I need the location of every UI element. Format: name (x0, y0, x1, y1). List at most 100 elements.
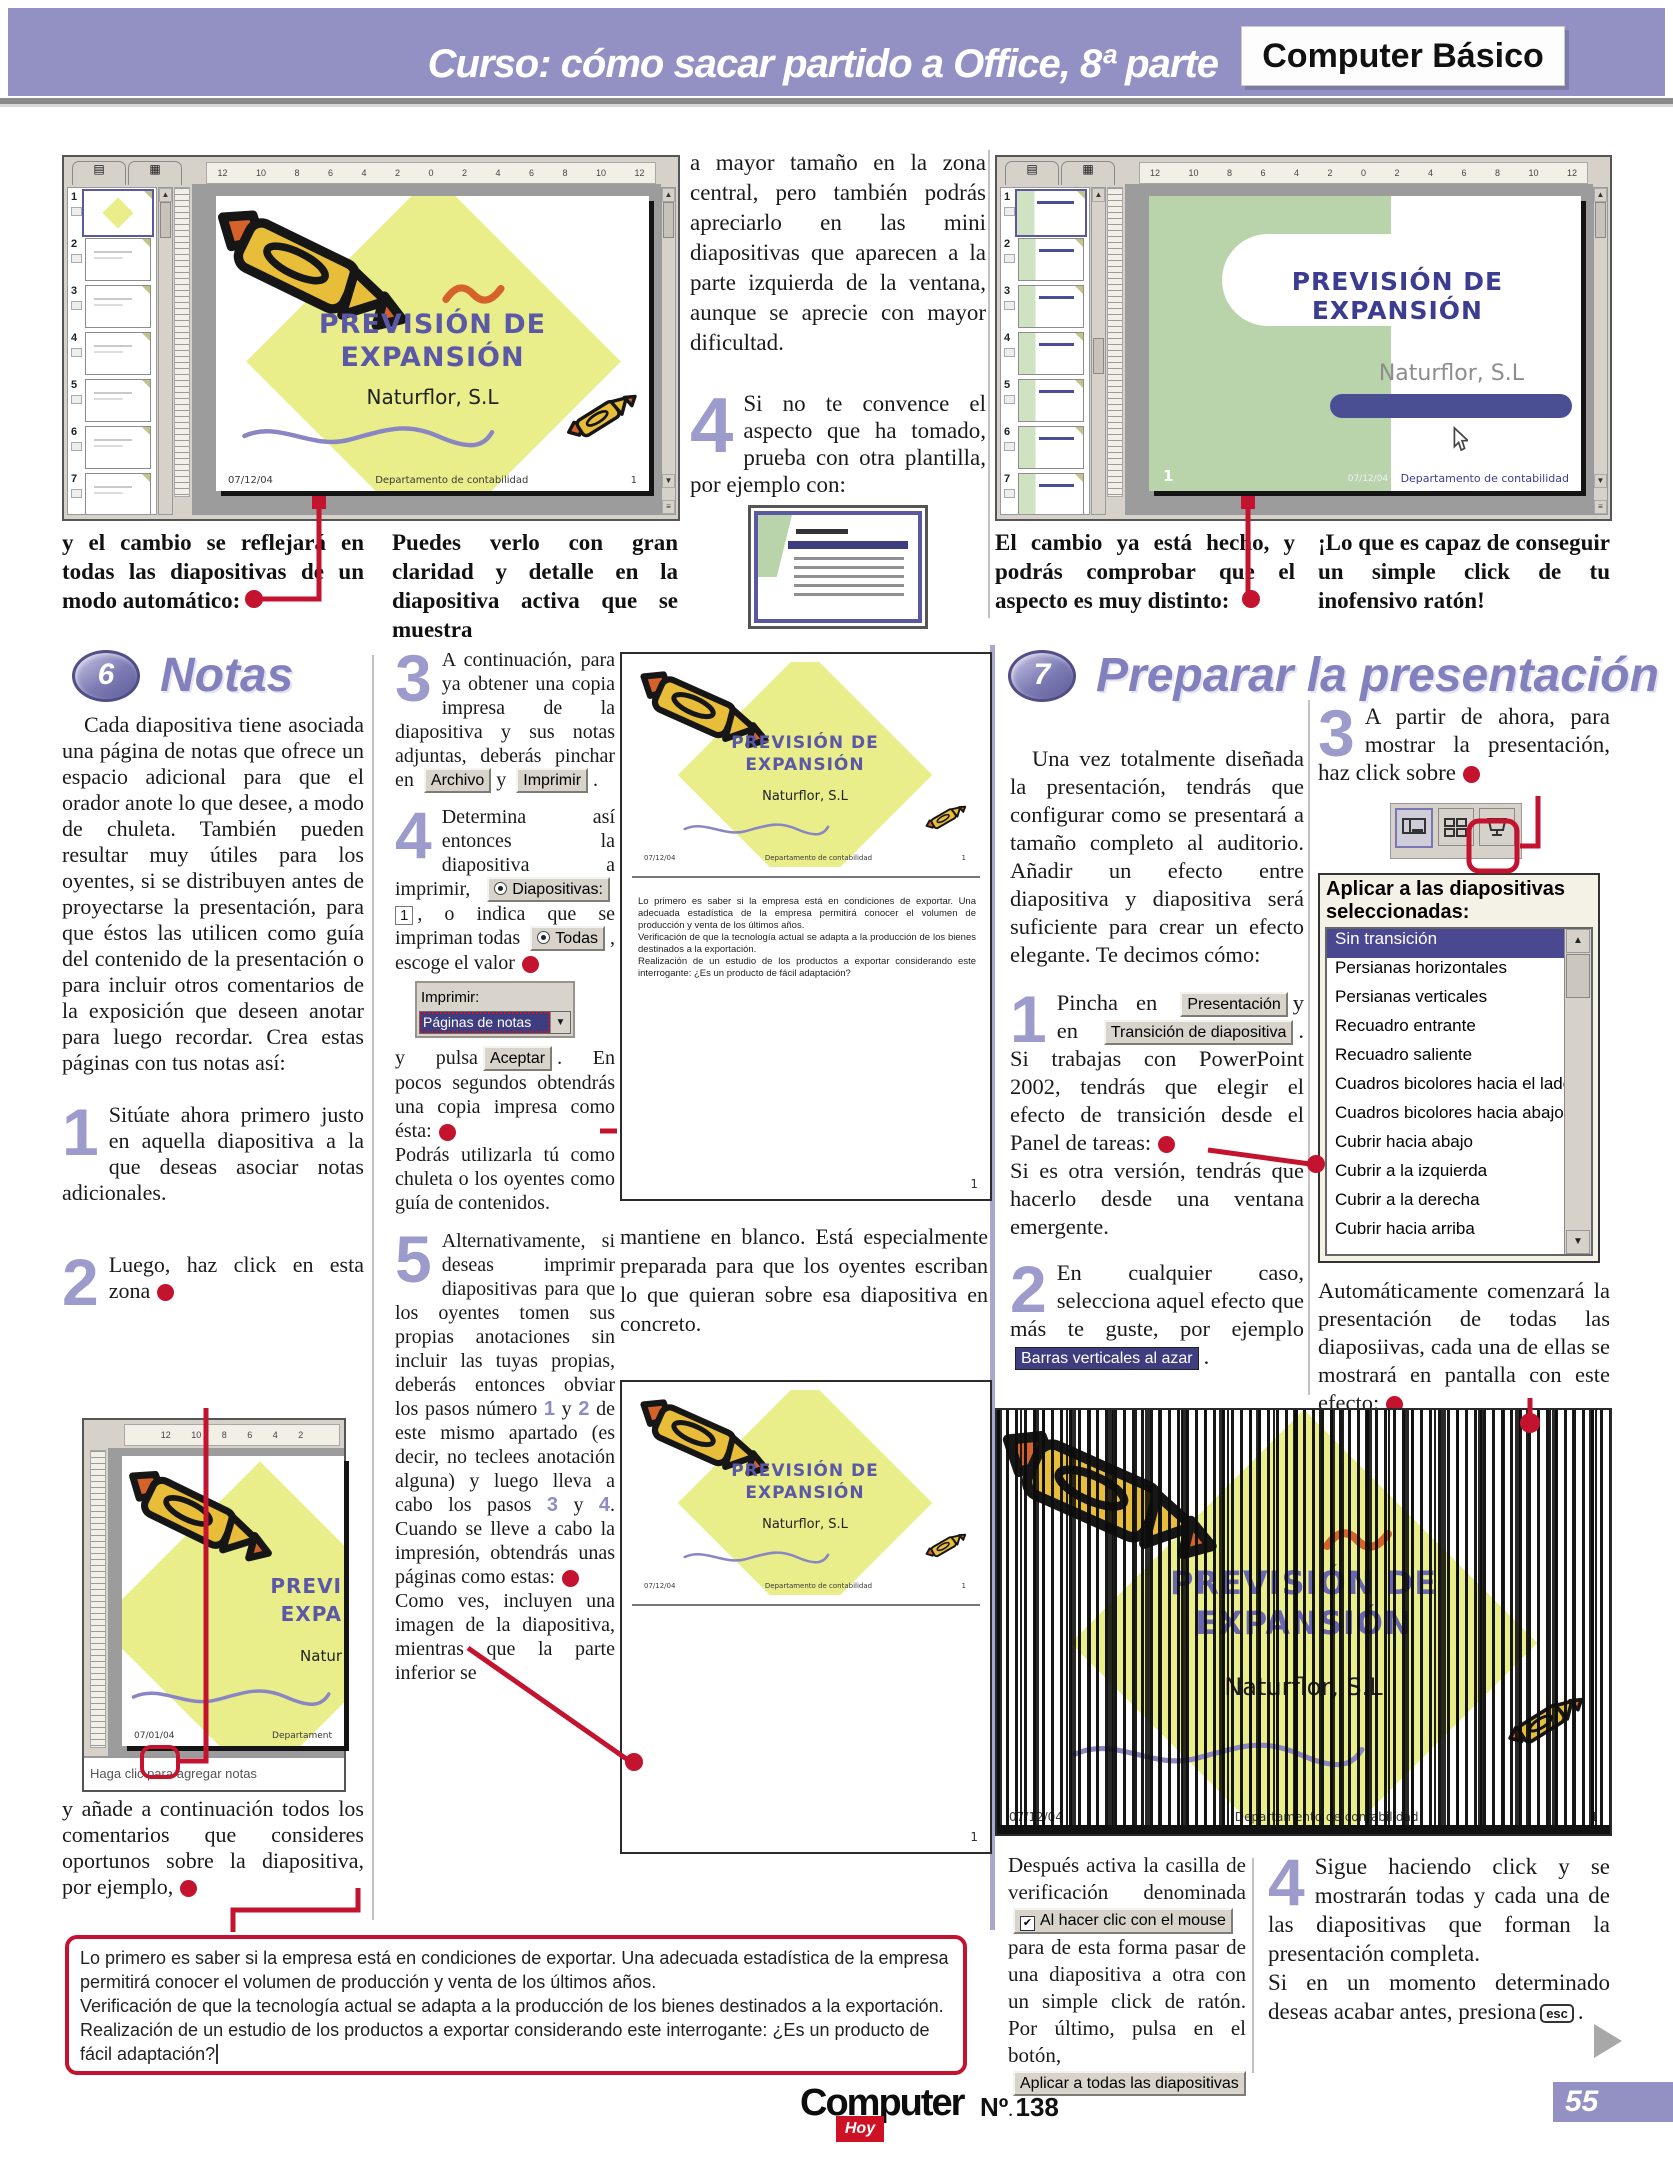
slide-thumbnails-pane: 1 2 3 4 5 6 7 (67, 187, 157, 515)
column-text: a mayor tamaño en la zona central, pero … (690, 148, 986, 358)
slide-subtitle: Naturflor, S.L (762, 789, 848, 805)
red-connector-dot (1158, 1136, 1176, 1154)
paragraph: Podrás utilizarla tú como chuleta o los … (395, 1144, 615, 1214)
list-item[interactable]: Cuadros bicolores hacia abajo (1335, 1103, 1564, 1122)
slide-subtitle-cut: Natur (300, 1647, 342, 1666)
caption: El cambio ya está hecho, y podrás compro… (995, 530, 1295, 613)
thumbnail-5[interactable]: 5 (68, 376, 156, 423)
section-7-heading: 7 Preparar la presentación (1008, 648, 1659, 703)
transition-panel: Aplicar a las diapositivas seleccionadas… (1318, 873, 1600, 1263)
red-connector-dot (1462, 766, 1480, 784)
slide-number-input[interactable]: 1 (395, 906, 414, 925)
vertical-ruler (90, 1450, 106, 1748)
issue-number: Nº 138 (980, 2092, 1059, 2122)
header-divider (0, 98, 1673, 107)
aceptar-button[interactable]: Aceptar (482, 1046, 553, 1071)
thumbnail-3[interactable]: 3 (68, 282, 156, 329)
radio-icon (494, 882, 508, 895)
notes-pane-screenshot: 12 10 8 6 4 2 PREVI EXPA Natur 07/01/04 D… (82, 1418, 346, 1792)
list-item[interactable]: Recuadro saliente (1335, 1045, 1473, 1064)
paragraph: Cada diapositiva tiene asociada una pági… (62, 712, 364, 1075)
transition-list: Sin transición Persianas horizontales Pe… (1325, 927, 1593, 1256)
slide-editor-area: PREVISIÓN DE EXPANSIÓN Naturflor, S.L 07/… (192, 184, 661, 515)
list-item[interactable]: Persianas verticales (1335, 987, 1488, 1006)
step-number: 4 (690, 381, 734, 469)
selected-effect-chip[interactable]: Barras verticales al azar (1015, 1347, 1199, 1370)
slide-number: 1 (1163, 467, 1174, 485)
thumbnail-6[interactable]: 6 (1001, 423, 1089, 470)
pane-scrollbar[interactable]: ▲ (1091, 187, 1106, 515)
template-thumbnail[interactable] (748, 505, 928, 629)
red-connector-dot (521, 955, 539, 973)
slideshow-button[interactable] (1479, 808, 1515, 846)
list-scrollbar[interactable]: ▲ ▼ (1564, 929, 1591, 1254)
vertical-bars-transition-effect (997, 1410, 1610, 1834)
text-cursor (215, 2044, 219, 2064)
page-number: 1 (970, 1830, 978, 1844)
printed-notes-text: Lo primero es saber si la empresa está e… (638, 896, 976, 979)
tab-slides[interactable]: ▦ (1061, 161, 1115, 185)
list-item[interactable]: Cubrir hacia arriba (1335, 1219, 1475, 1238)
dropdown-arrow-icon[interactable]: ▼ (550, 1012, 570, 1033)
course-title: Curso: cómo sacar partido a Office, 8ª p… (427, 42, 1219, 86)
slide-date: 07/12/04 (1347, 474, 1389, 484)
orange-scribble (441, 276, 505, 312)
slide-title-cut: PREVI EXPA (270, 1574, 342, 1626)
thumbnail-4[interactable]: 4 (68, 329, 156, 376)
pane-scrollbar[interactable]: ▲ (158, 187, 173, 515)
todas-radio[interactable]: Todas (530, 926, 605, 951)
tab-outline[interactable]: ▤ (1005, 161, 1059, 185)
transicion-menu-item[interactable]: Transición de diapositiva (1103, 1020, 1294, 1045)
list-item[interactable]: Cubrir a la izquierda (1335, 1161, 1488, 1180)
thumbnail-6[interactable]: 6 (68, 423, 156, 470)
column-divider (988, 150, 990, 618)
small-crayon-clipart (922, 799, 973, 839)
imprimir-button[interactable]: Imprimir (516, 768, 589, 793)
editor-scrollbar[interactable]: ▲ ▼ ≡ (1593, 187, 1608, 515)
thumbnail-5[interactable]: 5 (1001, 376, 1089, 423)
notes-placeholder[interactable]: Haga clic para agregar notas (84, 1756, 344, 1790)
sec6-col1: Cada diapositiva tiene asociada una pági… (62, 712, 364, 1319)
paragraph: Una vez totalmente diseñada la presentac… (1010, 746, 1304, 967)
slide-subtitle: Naturflor, S.L (762, 1517, 848, 1533)
thumbnail-4[interactable]: 4 (1001, 329, 1089, 376)
list-item[interactable]: Sin transición (1327, 929, 1591, 958)
tab-outline[interactable]: ▤ (72, 161, 126, 185)
mouse-click-checkbox[interactable]: ✔ Al hacer clic con el mouse (1013, 1908, 1233, 1934)
thumbnail-3[interactable]: 3 (1001, 282, 1089, 329)
dropdown-value: Páginas de notas (420, 1012, 550, 1033)
scroll-up-icon[interactable]: ▲ (1566, 929, 1590, 953)
thumbnail-1[interactable]: 1 (68, 188, 156, 237)
step-number: 3 (1318, 696, 1355, 770)
list-item[interactable]: Cuadros bicolores hacia el lado (1335, 1074, 1573, 1093)
section-divider (990, 645, 995, 1930)
tab-slides[interactable]: ▦ (128, 161, 182, 185)
archivo-button[interactable]: Archivo (423, 768, 492, 793)
slide-sorter-button[interactable] (1438, 808, 1474, 846)
mouse-cursor-icon (1451, 426, 1468, 452)
purple-squiggle (649, 1546, 864, 1568)
list-item[interactable]: Persianas horizontales (1335, 958, 1507, 977)
red-connector-dot (157, 1284, 175, 1302)
typed-notes-box[interactable]: Lo primero es saber si la empresa está e… (65, 1935, 967, 2075)
list-item[interactable]: Cubrir a la derecha (1335, 1190, 1480, 1209)
diapositivas-radio[interactable]: Diapositivas: (487, 877, 610, 902)
thumbnail-1[interactable]: 1 (1001, 188, 1089, 237)
thumbnail-2[interactable]: 2 (68, 235, 156, 282)
caption: ¡Lo que es capaz de conseguir un simple … (1318, 530, 1610, 613)
slide-date: 07/01/04 (134, 1731, 175, 1741)
thumbnail-2[interactable]: 2 (1001, 235, 1089, 282)
apply-to-all-button[interactable]: Aplicar a todas las diapositivas (1013, 2071, 1246, 2096)
normal-view-button[interactable] (1395, 808, 1433, 848)
presentacion-menu[interactable]: Presentación (1180, 992, 1288, 1017)
editor-scrollbar[interactable]: ▲ ▼ ≡ (661, 187, 676, 515)
thumbnail-7[interactable]: 7 (68, 470, 156, 514)
list-item[interactable]: Cubrir hacia abajo (1335, 1132, 1473, 1151)
list-item[interactable]: Recuadro entrante (1335, 1016, 1476, 1035)
scroll-down-icon[interactable]: ▼ (1566, 1230, 1590, 1254)
thumbnail-7[interactable]: 7 (1001, 470, 1089, 514)
print-what-dropdown[interactable]: Imprimir: Páginas de notas ▼ (415, 981, 575, 1038)
